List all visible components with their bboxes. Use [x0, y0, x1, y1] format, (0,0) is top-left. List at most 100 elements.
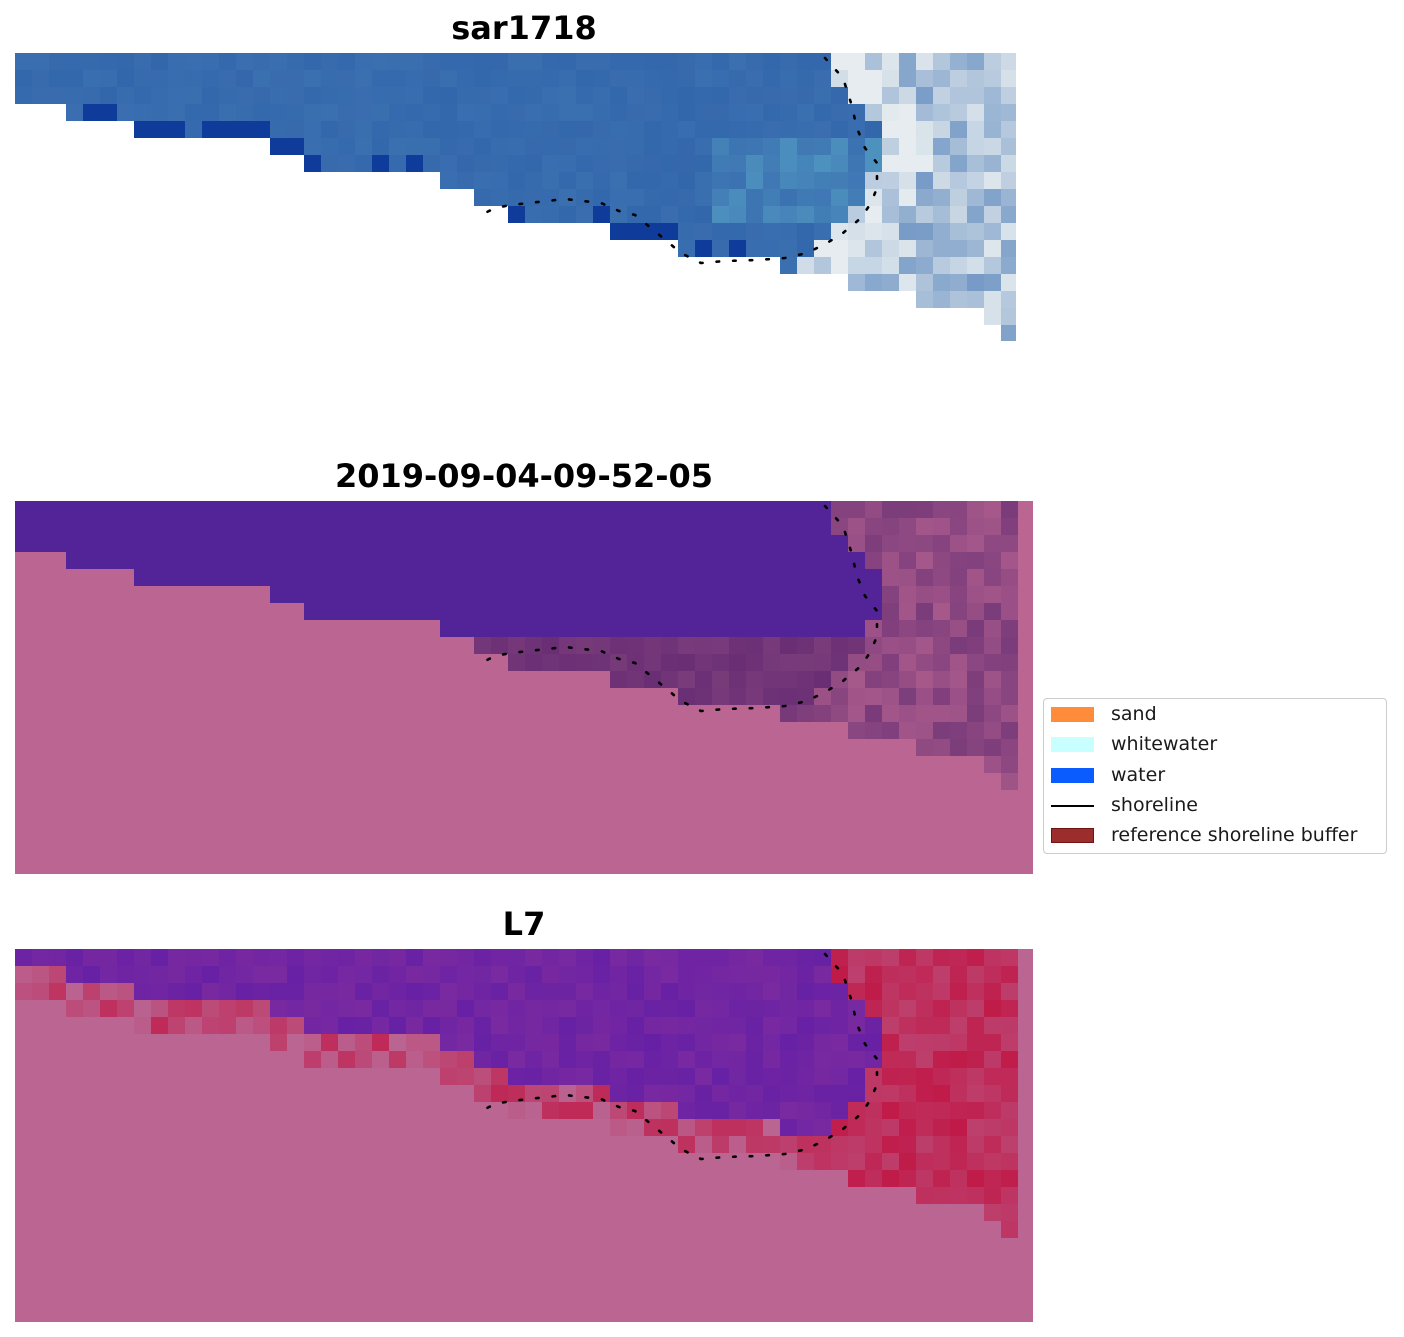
rgb-pixel — [695, 189, 712, 206]
mndwi-pixel — [984, 1204, 1001, 1221]
mndwi-pixel — [185, 1017, 202, 1034]
class-pixel — [899, 569, 916, 586]
mndwi-pixel — [984, 1187, 1001, 1204]
mndwi-pixel — [457, 1017, 474, 1034]
mndwi-pixel — [661, 949, 678, 966]
class-pixel — [950, 552, 967, 569]
rgb-pixel — [610, 206, 627, 223]
class-pixel — [559, 586, 576, 603]
class-pixel — [559, 535, 576, 552]
rgb-pixel — [695, 104, 712, 121]
class-pixel — [695, 518, 712, 535]
class-pixel — [508, 654, 525, 671]
mndwi-pixel — [15, 949, 32, 966]
rgb-pixel — [168, 87, 185, 104]
rgb-pixel — [1001, 206, 1016, 223]
class-pixel — [491, 535, 508, 552]
rgb-pixel — [950, 53, 967, 70]
rgb-pixel — [1001, 70, 1016, 87]
mndwi-pixel — [712, 1085, 729, 1102]
mndwi-pixel — [882, 966, 899, 983]
class-pixel — [916, 552, 933, 569]
class-pixel — [287, 501, 304, 518]
rgb-pixel — [899, 240, 916, 257]
rgb-pixel — [1001, 291, 1016, 308]
rgb-pixel — [865, 53, 882, 70]
mndwi-pixel — [270, 1000, 287, 1017]
mndwi-pixel — [984, 1068, 1001, 1085]
class-pixel — [644, 586, 661, 603]
class-pixel — [610, 603, 627, 620]
rgb-pixel — [1001, 240, 1016, 257]
rgb-pixel — [355, 121, 372, 138]
mndwi-pixel — [508, 1017, 525, 1034]
class-pixel — [763, 654, 780, 671]
mndwi-pixel — [338, 1051, 355, 1068]
rgb-pixel — [967, 53, 984, 70]
class-pixel — [950, 518, 967, 535]
rgb-pixel — [865, 240, 882, 257]
rgb-pixel — [474, 121, 491, 138]
class-pixel — [1018, 569, 1033, 586]
rgb-pixel — [321, 70, 338, 87]
rgb-pixel — [916, 87, 933, 104]
rgb-pixel — [338, 138, 355, 155]
legend: sand whitewater water shoreline referenc… — [1043, 698, 1387, 854]
class-pixel — [984, 518, 1001, 535]
class-pixel — [49, 501, 66, 518]
mndwi-pixel — [202, 1017, 219, 1034]
mndwi-pixel — [712, 1034, 729, 1051]
class-pixel — [406, 569, 423, 586]
rgb-pixel — [508, 138, 525, 155]
rgb-pixel — [780, 70, 797, 87]
mndwi-pixel — [372, 1017, 389, 1034]
mndwi-pixel — [763, 1034, 780, 1051]
rgb-pixel — [661, 104, 678, 121]
class-pixel — [508, 603, 525, 620]
class-pixel — [831, 552, 848, 569]
rgb-pixel — [49, 53, 66, 70]
rgb-pixel — [542, 138, 559, 155]
rgb-pixel — [984, 206, 1001, 223]
class-pixel — [134, 518, 151, 535]
mndwi-pixel — [831, 966, 848, 983]
class-pixel — [440, 535, 457, 552]
rgb-pixel — [831, 155, 848, 172]
mndwi-pixel — [525, 1085, 542, 1102]
rgb-pixel — [899, 274, 916, 291]
rgb-pixel — [950, 104, 967, 121]
mndwi-pixel — [950, 1034, 967, 1051]
mndwi-pixel — [423, 1034, 440, 1051]
class-pixel — [508, 501, 525, 518]
rgb-pixel — [338, 70, 355, 87]
mndwi-pixel — [899, 949, 916, 966]
mndwi-pixel — [933, 949, 950, 966]
class-pixel — [491, 501, 508, 518]
class-pixel — [525, 654, 542, 671]
rgb-pixel — [202, 121, 219, 138]
mndwi-pixel — [1001, 1102, 1018, 1119]
mndwi-pixel — [831, 949, 848, 966]
rgb-pixel — [729, 87, 746, 104]
class-pixel — [916, 603, 933, 620]
mndwi-image-panel — [15, 949, 1033, 1322]
class-pixel — [967, 705, 984, 722]
rgb-pixel — [984, 257, 1001, 274]
rgb-pixel — [797, 240, 814, 257]
class-pixel — [933, 501, 950, 518]
rgb-pixel — [916, 274, 933, 291]
mndwi-pixel — [610, 949, 627, 966]
rgb-pixel — [117, 87, 134, 104]
class-pixel — [967, 739, 984, 756]
class-pixel — [474, 586, 491, 603]
mndwi-pixel — [763, 1017, 780, 1034]
mndwi-pixel — [780, 1034, 797, 1051]
class-pixel — [831, 501, 848, 518]
class-pixel — [576, 637, 593, 654]
rgb-pixel — [950, 206, 967, 223]
mndwi-pixel — [542, 1000, 559, 1017]
class-pixel — [882, 586, 899, 603]
mndwi-pixel — [576, 1051, 593, 1068]
rgb-pixel — [763, 104, 780, 121]
mndwi-pixel — [508, 1051, 525, 1068]
